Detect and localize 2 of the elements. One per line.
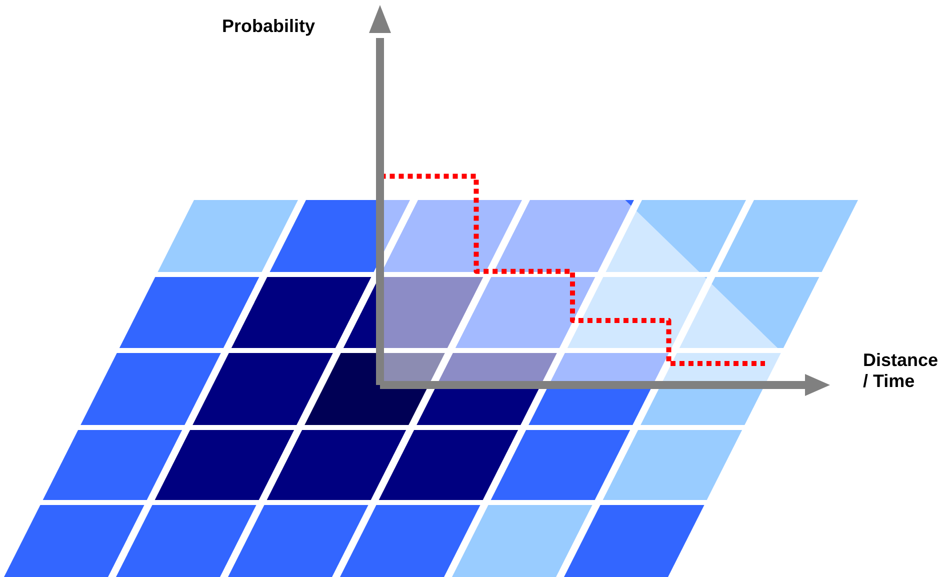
- y-axis-title: Probability: [222, 16, 316, 37]
- x-axis-title: Distance / Time: [863, 350, 940, 392]
